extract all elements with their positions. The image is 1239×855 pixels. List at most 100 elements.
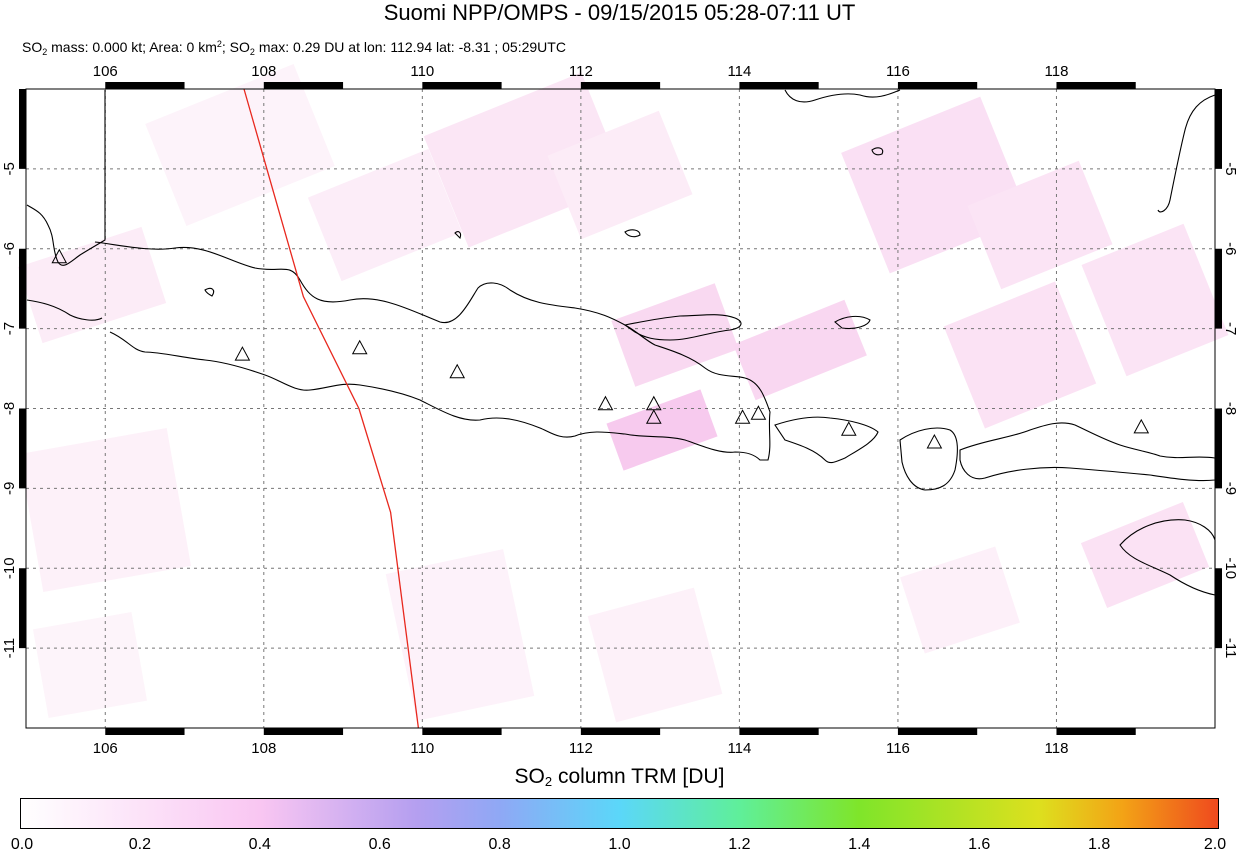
kalimantan-coast — [784, 89, 901, 103]
top-scale-segment — [739, 82, 819, 89]
so2-pixel — [611, 283, 739, 387]
so2-pixel — [1080, 501, 1210, 609]
lat-tick-label-right: -5 — [1222, 162, 1239, 175]
lon-tick-label-top: 106 — [93, 63, 118, 80]
so2-pixel — [17, 226, 167, 344]
top-scale-segment — [422, 82, 502, 89]
colorbar-tick-label: 0.0 — [10, 836, 34, 853]
java-coast — [94, 241, 771, 461]
lat-tick-label-right: -8 — [1222, 402, 1239, 415]
colorbar-title: SO2 column TRM [DU] — [0, 764, 1239, 795]
so2-pixel-field — [17, 64, 1229, 723]
lon-tick-label-bottom: 114 — [727, 740, 751, 757]
right-scale-segment — [1215, 568, 1222, 649]
colorbar-tick-label: 0.2 — [128, 836, 152, 853]
lon-tick-label-top: 116 — [886, 63, 910, 80]
so2-pixel — [587, 587, 723, 723]
volcano-triangle-icon — [597, 395, 614, 411]
lat-tick-label-right: -7 — [1222, 322, 1239, 335]
colorbar-tick-label: 1.4 — [848, 836, 871, 853]
colorbar-tick-label: 0.6 — [368, 836, 391, 853]
volcano-triangle-icon — [1133, 418, 1150, 434]
colorbar-tick-label: 1.8 — [1087, 836, 1111, 853]
lon-tick-label-bottom: 118 — [1045, 740, 1069, 757]
bottom-scale-segment — [263, 728, 344, 735]
border-scale-bars — [19, 82, 1222, 735]
madura-coast — [623, 314, 742, 341]
volcano-markers — [51, 248, 1150, 449]
subscript-two-max: 2 — [249, 47, 255, 57]
lon-tick-label-top: 112 — [569, 63, 593, 80]
so2-pixel — [1081, 223, 1229, 377]
so2-pixel — [307, 148, 463, 282]
so2-pixel — [385, 549, 535, 721]
right-scale-segment — [1215, 248, 1222, 329]
so2-pixel — [145, 64, 335, 226]
left-scale-segment — [19, 89, 26, 169]
lat-tick-label-left: -9 — [1, 482, 18, 495]
lon-tick-label-bottom: 116 — [886, 740, 910, 757]
so2-pixel — [606, 389, 718, 471]
bottom-scale-segment — [1056, 728, 1136, 735]
right-scale-segment — [1215, 408, 1222, 489]
bottom-scale-segment — [897, 728, 978, 735]
volcano-triangle-icon — [926, 433, 943, 449]
so2-pixel — [547, 110, 693, 240]
lon-tick-label-bottom: 112 — [569, 740, 593, 757]
bawean-island — [624, 229, 641, 238]
kangean-island — [834, 315, 871, 330]
volcano-triangle-icon — [750, 405, 767, 420]
sumatra-east-coast — [26, 299, 103, 321]
lon-tick-label-top: 108 — [251, 63, 276, 80]
volcano-triangle-icon — [234, 346, 251, 361]
masalembu-island — [871, 147, 884, 156]
map-figure: 106 106 108 108 110 110 112 112 114 114 116 116 118 1… — [1, 63, 1239, 757]
colorbar-title-prefix: SO — [514, 765, 545, 788]
bottom-scale-segment — [422, 728, 502, 735]
sumbawa-coast — [959, 422, 1216, 482]
so2-pixel — [32, 612, 148, 718]
left-scale-segment — [19, 568, 26, 649]
map-title: Suomi NPP/OMPS - 09/15/2015 05:28-07:11 … — [383, 0, 856, 25]
lon-tick-label-top: 110 — [410, 63, 434, 80]
lat-tick-label-right: -10 — [1222, 557, 1239, 579]
bali-coast — [774, 416, 879, 464]
coastlines — [26, 89, 1216, 596]
subtitle-stats: SO2 mass: 0.000 kt; Area: 0 km2; SO2 max… — [22, 35, 566, 61]
max-location-text: max: 0.29 DU at lon: 112.94 lat: -8.31 ;… — [254, 39, 566, 55]
so2-pixel — [943, 281, 1097, 429]
colorbar-tick-label: 0.8 — [488, 836, 511, 853]
lat-tick-label-left: -5 — [1, 162, 18, 175]
lat-tick-label-left: -10 — [1, 557, 18, 579]
volcano-triangle-icon — [449, 363, 466, 379]
lat-tick-label-right: -11 — [1222, 638, 1239, 659]
right-scale-segment — [1215, 89, 1222, 169]
left-scale-segment — [19, 408, 26, 489]
colorbar-tick-label: 0.4 — [248, 836, 271, 853]
west-island — [204, 287, 215, 297]
lat-tick-label-right: -9 — [1222, 482, 1239, 495]
colorbar — [20, 798, 1219, 829]
so2-pixel — [967, 160, 1113, 290]
area-exponent: 2 — [216, 39, 222, 49]
colorbar-title-suffix: column TRM [DU] — [552, 765, 725, 788]
colorbar-tick-label: 1.2 — [728, 836, 751, 853]
so2-pixel — [733, 299, 867, 401]
colorbar-tick-label: 1.6 — [968, 836, 991, 853]
lon-tick-label-bottom: 110 — [410, 740, 434, 757]
so2-mass-label: SO — [22, 39, 43, 55]
volcano-triangle-icon — [351, 339, 368, 355]
top-scale-segment — [1056, 82, 1136, 89]
top-scale-segment — [897, 82, 978, 89]
top-scale-segment — [580, 82, 661, 89]
top-scale-segment — [105, 82, 185, 89]
volcano-triangle-icon — [840, 421, 857, 436]
sulawesi-coast — [1157, 94, 1216, 213]
lat-tick-label-left: -11 — [1, 638, 18, 659]
lon-tick-label-top: 118 — [1045, 63, 1069, 80]
subscript-two: 2 — [42, 47, 48, 57]
lombok-coast — [899, 427, 958, 491]
top-scale-segment — [263, 82, 344, 89]
axis-tick-labels: 106 106 108 108 110 110 112 112 114 114 116 116 118 1… — [1, 63, 1239, 757]
volcano-triangle-icon — [734, 409, 751, 424]
